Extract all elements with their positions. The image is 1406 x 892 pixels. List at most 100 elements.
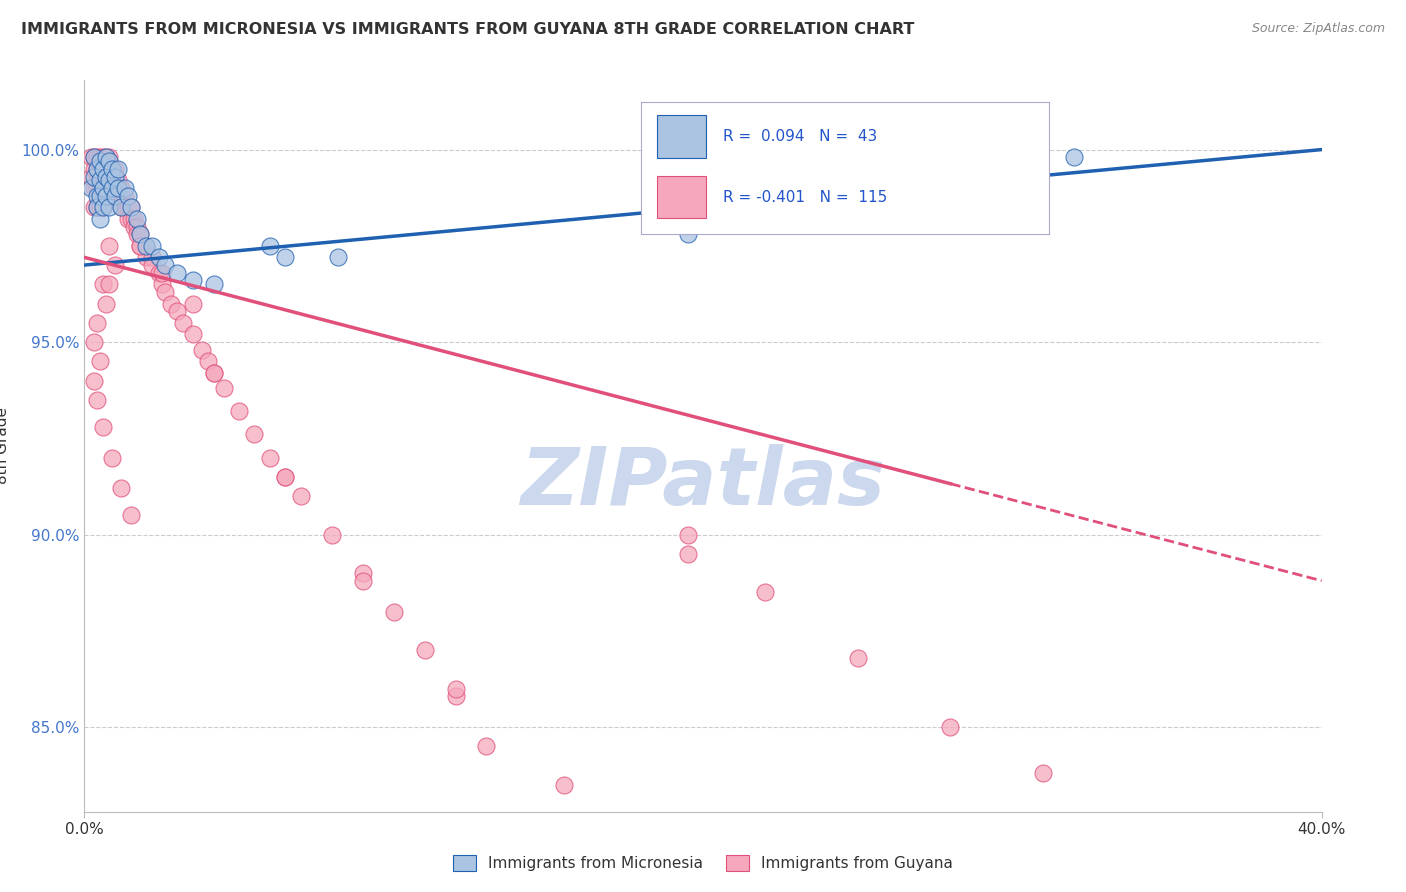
Point [89,211,111,226]
Point [101,161,124,176]
Point [114,200,136,214]
Point [129,239,152,253]
Point [79,169,101,184]
Text: IMMIGRANTS FROM MICRONESIA VS IMMIGRANTS FROM GUYANA 8TH GRADE CORRELATION CHART: IMMIGRANTS FROM MICRONESIA VS IMMIGRANTS… [21,22,914,37]
Point [125,219,148,234]
Point [86,188,108,202]
Point [86,200,108,214]
Point [107,188,129,202]
Point [117,200,139,214]
Point [475,739,498,754]
Point [553,778,575,792]
Point [212,381,235,395]
Point [191,343,214,357]
Point [153,285,176,299]
Point [91,169,114,184]
Point [86,161,108,176]
Point [94,169,117,184]
Point [110,200,132,214]
Point [117,211,139,226]
Point [290,489,312,503]
Point [98,150,121,164]
Point [202,366,225,380]
Point [94,158,117,172]
Point [352,574,374,588]
Point [125,227,148,242]
Point [1063,150,1085,164]
Point [91,161,114,176]
Point [94,296,117,310]
Point [135,239,157,253]
Point [89,158,111,172]
Point [107,173,129,187]
Point [120,211,142,226]
Point [98,277,121,292]
Point [135,251,157,265]
Point [129,227,152,242]
Point [83,150,105,164]
Point [107,161,129,176]
Point [98,169,121,184]
Point [274,470,297,484]
Point [91,181,114,195]
Point [89,169,111,184]
Point [107,181,129,195]
Point [228,404,250,418]
Point [91,161,114,176]
Point [160,296,183,310]
Point [101,169,124,184]
Point [98,239,121,253]
Point [83,150,105,164]
Point [259,239,281,253]
Point [89,150,111,164]
Point [86,150,108,164]
Point [89,154,111,169]
Point [150,266,173,280]
Point [321,527,343,541]
Point [91,277,114,292]
Point [181,296,204,310]
Text: ZIPatlas: ZIPatlas [520,443,886,522]
Point [537,836,560,850]
Point [117,188,139,202]
Point [79,150,101,164]
Point [98,173,121,187]
Point [129,227,152,242]
Point [110,188,132,202]
Point [125,211,148,226]
Text: Source: ZipAtlas.com: Source: ZipAtlas.com [1251,22,1385,36]
Point [101,181,124,195]
Point [676,227,699,242]
Point [83,181,105,195]
Point [120,508,142,523]
Point [120,200,142,214]
Point [181,327,204,342]
Point [202,366,225,380]
Point [89,354,111,368]
Point [83,334,105,349]
Point [83,161,105,176]
Point [86,316,108,330]
Point [107,181,129,195]
Legend: Immigrants from Micronesia, Immigrants from Guyana: Immigrants from Micronesia, Immigrants f… [447,849,959,877]
Point [110,200,132,214]
Point [104,169,127,184]
Point [94,188,117,202]
Point [114,181,136,195]
Point [83,374,105,388]
Point [166,304,188,318]
Point [91,419,114,434]
Point [101,161,124,176]
Point [101,181,124,195]
Point [148,266,170,280]
Point [91,188,114,202]
Point [166,266,188,280]
Point [104,161,127,176]
Point [846,650,869,665]
Point [98,188,121,202]
Point [676,547,699,561]
Point [94,150,117,164]
Point [181,273,204,287]
Point [326,251,349,265]
Point [83,169,105,184]
